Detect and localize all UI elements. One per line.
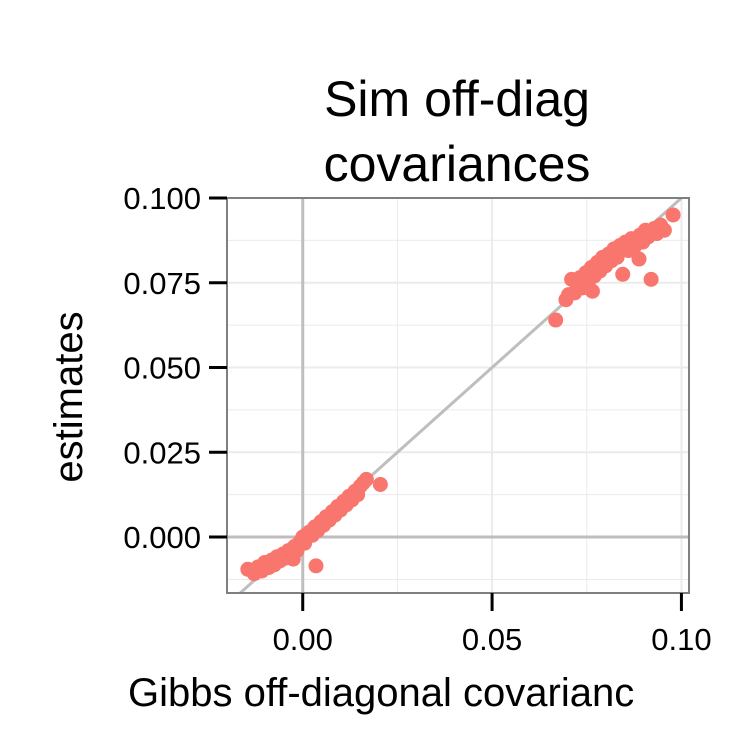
data-point bbox=[308, 558, 324, 574]
x-tick-label: 0.00 bbox=[273, 622, 333, 657]
plot-panel bbox=[226, 196, 690, 595]
data-point bbox=[285, 551, 301, 567]
data-point bbox=[631, 251, 647, 267]
y-tick-label: 0.000 bbox=[123, 520, 201, 555]
data-point bbox=[548, 312, 564, 328]
data-point bbox=[665, 207, 681, 223]
chart-title-line-1: Sim off-diag bbox=[324, 71, 590, 127]
x-axis-ticks: 0.00 0.05 0.10 bbox=[273, 593, 712, 657]
data-point bbox=[615, 266, 631, 282]
x-axis-label: Gibbs off-diagonal covarianc bbox=[128, 671, 634, 715]
data-points bbox=[240, 207, 681, 582]
data-point bbox=[609, 249, 625, 265]
chart-title-line-2: covariances bbox=[324, 136, 591, 192]
data-point bbox=[358, 471, 374, 487]
y-tick-label: 0.050 bbox=[123, 351, 201, 386]
y-tick-label: 0.100 bbox=[123, 181, 201, 216]
panel-border bbox=[226, 197, 690, 594]
data-point bbox=[656, 222, 672, 238]
data-point bbox=[295, 529, 311, 545]
y-tick-label: 0.075 bbox=[123, 266, 201, 301]
data-point bbox=[584, 283, 600, 299]
data-point bbox=[643, 271, 659, 287]
x-tick-label: 0.05 bbox=[462, 622, 522, 657]
x-tick-label: 0.10 bbox=[651, 622, 711, 657]
y-axis-label: estimates bbox=[47, 311, 91, 482]
data-point bbox=[372, 477, 388, 493]
y-axis-ticks: 0.000 0.025 0.050 0.075 0.100 bbox=[123, 181, 227, 555]
y-tick-label: 0.025 bbox=[123, 435, 201, 470]
